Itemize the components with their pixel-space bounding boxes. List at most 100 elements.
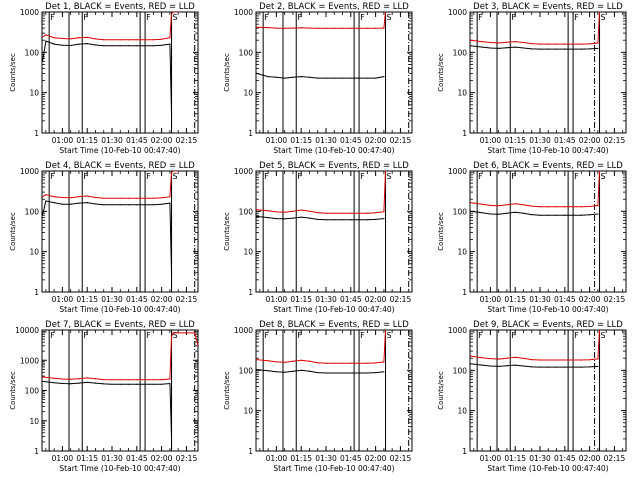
events-point (78, 382, 80, 384)
y-tick-label: 1 (248, 288, 253, 297)
lld-point (308, 360, 311, 362)
events-point (169, 202, 171, 204)
events-point (589, 48, 591, 50)
events-point (86, 381, 88, 383)
events-point (333, 77, 335, 79)
lld-point (300, 359, 302, 361)
panel-title: Det 1, BLACK = Events, RED = LLD (45, 2, 195, 12)
lld-point (70, 378, 72, 380)
events-point (572, 366, 574, 368)
segment-flag-glyph: F (50, 13, 55, 22)
segment-flag-glyph: S (387, 172, 392, 181)
events-point (564, 366, 566, 368)
lld-point (70, 197, 72, 199)
x-tick-label: 02:15 (390, 136, 412, 145)
panel-title: Det 2, BLACK = Events, RED = LLD (259, 2, 409, 12)
x-tick-label: 01:30 (101, 136, 123, 145)
events-point (308, 370, 311, 372)
x-tick-label: 01:15 (76, 136, 98, 145)
series-events-line (256, 72, 384, 79)
lld-point (547, 43, 549, 45)
events-point (325, 77, 327, 79)
lld-point (308, 210, 311, 212)
lld-point (580, 359, 582, 361)
events-point (70, 203, 72, 205)
x-tick-label: 02:15 (390, 454, 412, 463)
lld-point (350, 27, 352, 29)
x-tick-label: 01:00 (480, 295, 502, 304)
events-point (506, 212, 508, 214)
lld-point (53, 196, 55, 198)
lld-point (572, 43, 574, 45)
lld-point (127, 197, 130, 199)
x-tick-label: 01:30 (529, 454, 551, 463)
series-lld-line (42, 171, 179, 199)
lld-point (597, 42, 599, 44)
events-point (383, 371, 385, 373)
segment-flag-glyph: F (360, 331, 365, 340)
events-point (70, 44, 72, 47)
events-point (539, 214, 541, 216)
lld-point (498, 205, 500, 207)
events-point (308, 217, 311, 219)
lld-point (152, 379, 154, 381)
lld-point (317, 212, 319, 214)
events-point (42, 380, 44, 382)
events-point (539, 366, 541, 368)
y-axis-label: Counts/sec (223, 371, 231, 410)
series-lld-line (42, 12, 179, 41)
events-point (86, 43, 88, 45)
events-point (292, 76, 294, 78)
lld-point (555, 359, 558, 361)
y-tick-label: 1000 (448, 326, 467, 335)
lld-point (317, 27, 319, 29)
lld-point (489, 358, 491, 360)
events-point (514, 211, 516, 213)
events-point (144, 383, 146, 385)
lld-point (45, 194, 47, 196)
events-point (161, 383, 163, 385)
x-tick-label: 01:00 (480, 454, 502, 463)
lld-point (597, 204, 599, 206)
x-tick-label: 01:45 (126, 295, 148, 304)
segment-flag-glyph: F (83, 172, 88, 181)
events-point (42, 60, 44, 62)
lld-point (589, 359, 591, 361)
events-point (152, 204, 154, 206)
segment-flag-glyph: S (601, 13, 606, 22)
x-tick-label: 01:00 (52, 136, 74, 145)
lld-point (170, 172, 173, 174)
lld-point (325, 212, 327, 214)
y-tick-label: 1 (34, 288, 39, 297)
lld-point (522, 357, 525, 359)
segment-flag-glyph: F (574, 172, 579, 181)
lld-point (350, 362, 352, 364)
lld-point (267, 360, 269, 362)
lld-point (514, 41, 516, 43)
events-point (103, 204, 105, 206)
y-tick-label: 1 (462, 288, 467, 297)
events-point (564, 48, 566, 50)
events-point (53, 43, 55, 45)
y-axis-label: Counts/sec (223, 53, 231, 92)
lld-point (169, 378, 171, 380)
events-point (275, 218, 277, 220)
segment-flag-glyph: S (173, 13, 178, 22)
lld-point (383, 211, 385, 213)
events-point (70, 383, 72, 385)
y-tick-label: 10 (457, 89, 467, 98)
panel-det-2: Det 2, BLACK = Events, RED = LLD 1 10 100 10… (223, 2, 413, 155)
y-tick-label: 100 (453, 48, 468, 57)
lld-point (94, 378, 97, 380)
lld-point (275, 27, 277, 29)
y-tick-label: 100 (25, 387, 40, 396)
lld-point (366, 212, 368, 214)
events-point (589, 214, 591, 216)
lld-point (547, 359, 549, 361)
lld-point (481, 41, 483, 43)
events-point (522, 212, 525, 214)
events-point (325, 372, 327, 374)
events-point (127, 204, 130, 206)
events-point (366, 219, 368, 221)
segment-flag-glyph: F (511, 172, 516, 181)
